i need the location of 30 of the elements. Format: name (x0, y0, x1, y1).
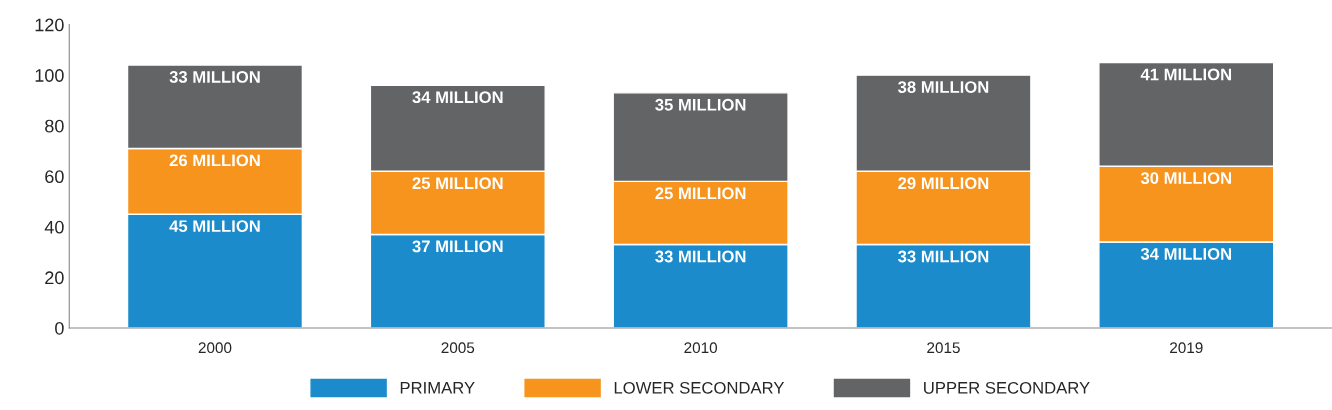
y-tick-label: 0 (55, 321, 64, 335)
legend-label: LOWER SECONDARY (614, 381, 785, 394)
data-label: 26 MILLION (169, 154, 260, 167)
data-label: 35 MILLION (655, 98, 746, 111)
data-label: 41 MILLION (1140, 68, 1232, 81)
y-tick-label: 120 (35, 18, 64, 32)
x-tick-label: 2000 (198, 342, 232, 354)
x-tick-label: 2010 (684, 342, 718, 354)
data-label: 34 MILLION (412, 91, 503, 104)
y-tick-label: 40 (44, 220, 64, 234)
x-tick-label: 2015 (927, 342, 960, 354)
legend-label: UPPER SECONDARY (924, 381, 1090, 394)
y-tick-label: 100 (35, 69, 64, 82)
data-label: 38 MILLION (898, 81, 989, 93)
legend-label: PRIMARY (400, 382, 475, 394)
data-label: 45 MILLION (169, 220, 260, 233)
data-label: 30 MILLION (1140, 172, 1232, 185)
data-label: 29 MILLION (898, 177, 989, 190)
x-tick-label: 2019 (1170, 342, 1203, 354)
data-label: 25 MILLION (655, 187, 746, 200)
x-tick-label: 2005 (441, 342, 475, 354)
data-label: 33 MILLION (169, 71, 260, 83)
data-label: 34 MILLION (1140, 248, 1232, 260)
data-label: 33 MILLION (898, 250, 989, 263)
data-label: 33 MILLION (655, 250, 746, 263)
data-label: 25 MILLION (412, 177, 503, 190)
data-label: 37 MILLION (412, 240, 503, 253)
y-tick-label: 60 (45, 170, 64, 184)
y-tick-label: 80 (45, 119, 64, 133)
y-tick-label: 20 (45, 271, 64, 285)
